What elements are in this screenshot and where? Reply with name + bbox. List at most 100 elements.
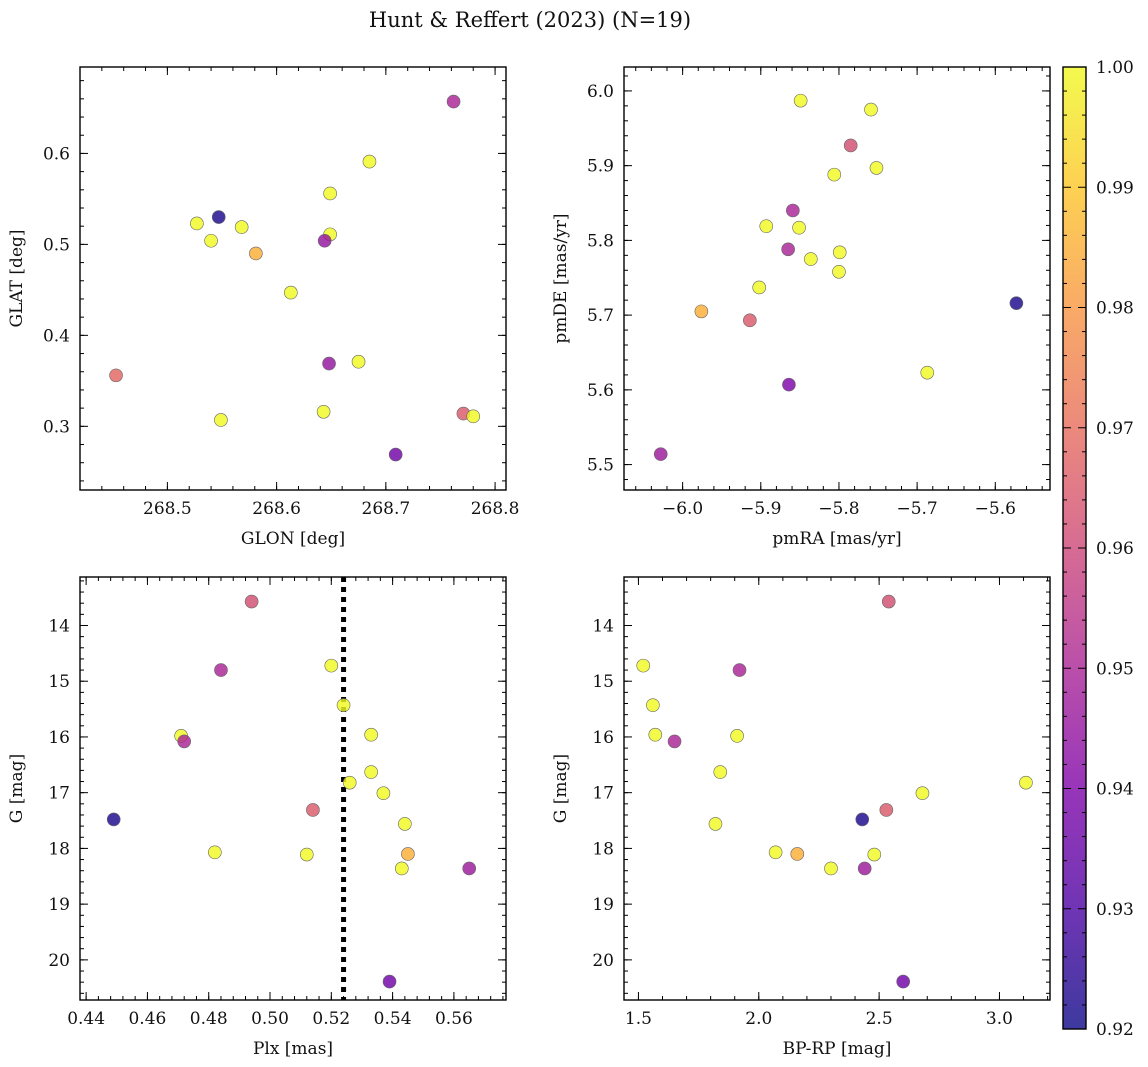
x-axis-label: BP-RP [mag] xyxy=(783,1039,892,1059)
x-tick-label: 268.6 xyxy=(252,499,301,519)
data-point xyxy=(653,447,668,461)
data-point xyxy=(234,220,249,234)
data-point xyxy=(364,765,378,779)
data-point xyxy=(781,242,795,257)
data-point xyxy=(915,786,930,801)
axis-ticks xyxy=(80,577,506,1000)
data-point xyxy=(896,974,910,989)
data-point xyxy=(208,845,222,860)
y-axis-label: pmDE [mas/yr] xyxy=(551,213,571,343)
axes-frame xyxy=(79,576,507,1001)
data-point xyxy=(1019,775,1033,790)
data-point xyxy=(759,219,774,233)
data-point xyxy=(732,663,747,677)
data-point xyxy=(792,220,806,235)
data-point xyxy=(351,354,366,369)
data-point xyxy=(636,658,651,673)
data-point xyxy=(401,847,415,861)
x-tick-label: 0.44 xyxy=(67,1009,105,1029)
colorbar-tick-label: 0.99 xyxy=(1096,178,1134,198)
data-point xyxy=(694,304,709,319)
data-point xyxy=(362,154,377,169)
data-point xyxy=(446,94,461,109)
x-tick-label: 0.48 xyxy=(190,1009,228,1029)
axes-frame xyxy=(623,66,1051,491)
y-tick-label: 0.6 xyxy=(43,144,70,164)
data-point xyxy=(855,812,870,827)
y-tick-label: 5.8 xyxy=(587,231,614,251)
colorbar-tick-label: 0.93 xyxy=(1096,900,1134,920)
x-tick-label: 3.0 xyxy=(986,1009,1013,1029)
axes-frame xyxy=(79,66,507,491)
y-tick-label: 17 xyxy=(48,784,70,804)
data-point xyxy=(879,803,894,817)
x-tick-label: −5.9 xyxy=(740,499,781,519)
data-point xyxy=(211,210,226,224)
x-tick-label: 0.52 xyxy=(312,1009,350,1029)
data-point xyxy=(730,729,744,743)
data-point xyxy=(336,698,351,712)
data-point xyxy=(106,812,121,827)
axis-ticks xyxy=(624,67,1050,490)
data-point xyxy=(214,413,228,427)
data-point xyxy=(204,233,218,248)
data-point xyxy=(790,847,805,861)
data-point xyxy=(306,803,320,817)
y-tick-label: 17 xyxy=(592,784,614,804)
x-tick-label: 0.46 xyxy=(128,1009,166,1029)
data-points xyxy=(636,594,1033,989)
data-point xyxy=(864,102,878,117)
data-point xyxy=(214,663,228,677)
data-point xyxy=(322,356,336,371)
data-points xyxy=(106,594,477,989)
x-tick-label: −5.7 xyxy=(896,499,937,519)
y-tick-label: 0.5 xyxy=(43,235,70,255)
y-tick-label: 19 xyxy=(592,895,614,915)
x-tick-label: 268.7 xyxy=(362,499,411,519)
scatter-panel-1: 268.5 268.6 268.7 268.8 0.3 0.4 0.5 0.6 GLON [de… xyxy=(7,66,519,549)
x-tick-label: −5.8 xyxy=(818,499,859,519)
data-point xyxy=(398,817,412,831)
y-tick-label: 16 xyxy=(592,728,614,748)
x-tick-label: 0.56 xyxy=(435,1009,473,1029)
y-tick-label: 15 xyxy=(592,672,614,692)
data-points xyxy=(109,94,481,462)
y-tick-label: 14 xyxy=(592,616,614,636)
data-point xyxy=(843,138,858,153)
scatter-panel-3: 0.44 0.46 0.48 0.50 0.52 0.54 0.56 14 15 16 17 18 19… xyxy=(7,576,507,1059)
data-point xyxy=(857,861,872,876)
data-point xyxy=(316,404,331,419)
axis-ticks xyxy=(624,577,1050,1000)
data-point xyxy=(752,280,767,295)
data-point xyxy=(324,658,339,673)
y-axis-label: GLAT [deg] xyxy=(7,229,27,327)
y-tick-label: 5.5 xyxy=(587,456,614,476)
x-tick-label: 0.54 xyxy=(374,1009,412,1029)
colorbar-tick-label: 0.92 xyxy=(1096,1020,1134,1040)
axes-frame xyxy=(623,576,1051,1001)
data-point xyxy=(299,847,314,862)
x-axis-label: pmRA [mas/yr] xyxy=(772,529,901,549)
data-point xyxy=(462,861,477,876)
y-tick-label: 20 xyxy=(48,951,70,971)
x-tick-label: 2.5 xyxy=(866,1009,893,1029)
data-point xyxy=(832,245,847,260)
y-tick-label: 20 xyxy=(592,951,614,971)
x-tick-label: 268.5 xyxy=(143,499,192,519)
y-tick-label: 18 xyxy=(48,839,70,859)
y-tick-label: 5.7 xyxy=(587,306,614,326)
colorbar-tick-label: 0.97 xyxy=(1096,419,1134,439)
scatter-panel-2: −6.0 −5.9 −5.8 −5.7 −5.6 5.5 5.6 5.7 5.8 5.9 6.0 pm… xyxy=(551,66,1051,549)
data-point xyxy=(713,765,728,779)
data-point xyxy=(364,727,378,742)
data-point xyxy=(768,845,783,860)
data-point xyxy=(394,861,409,876)
data-point xyxy=(177,734,192,749)
y-axis-label: G [mag] xyxy=(551,754,571,823)
data-point xyxy=(743,313,757,328)
data-point xyxy=(793,93,808,108)
data-point xyxy=(920,365,935,380)
colorbar: 0.92 0.93 0.94 0.95 0.96 0.97 0.98 0.99 1.00 xyxy=(1062,58,1134,1040)
colorbar-tick-label: 0.94 xyxy=(1096,780,1134,800)
data-point xyxy=(382,974,397,989)
